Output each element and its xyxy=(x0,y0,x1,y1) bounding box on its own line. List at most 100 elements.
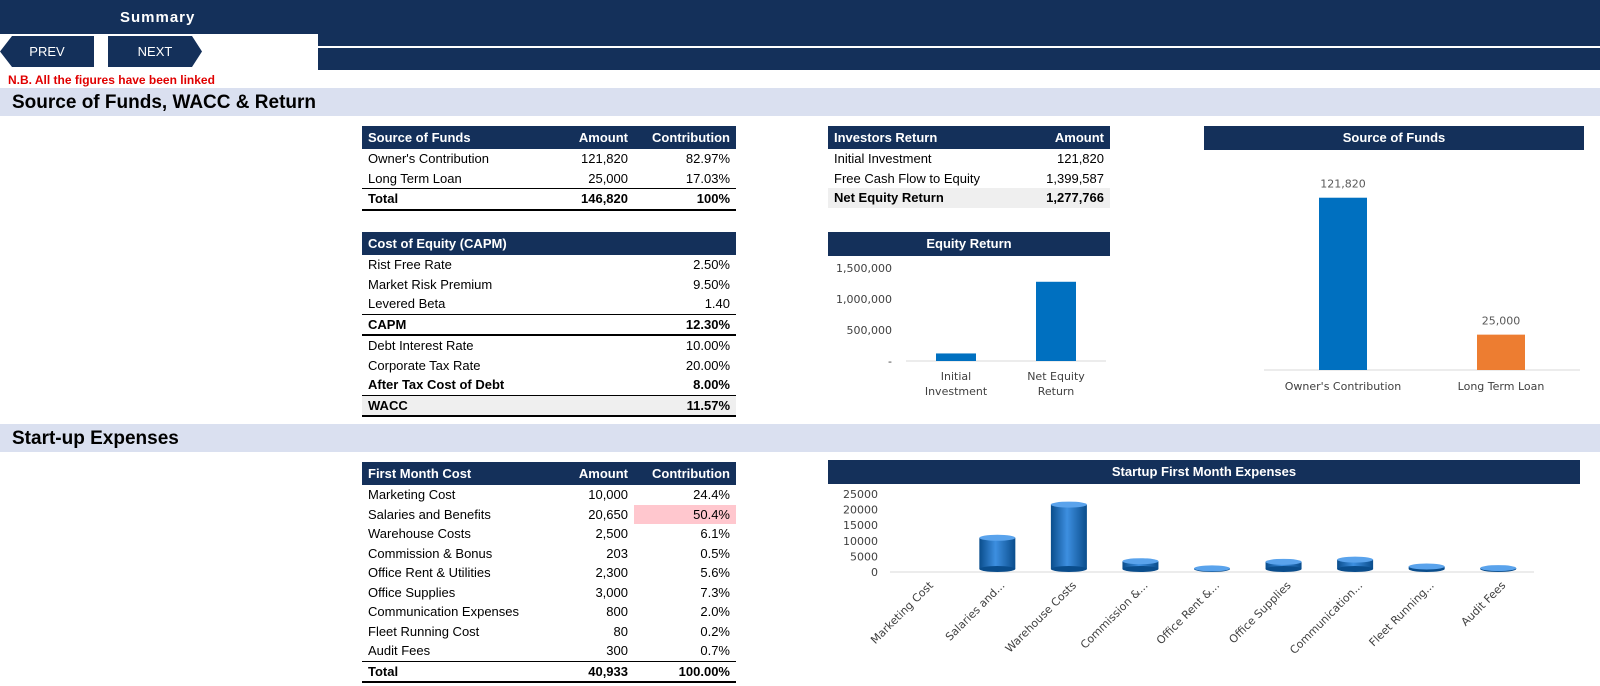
row-label: Fleet Running Cost xyxy=(368,623,480,639)
row-amount: 2,500 xyxy=(595,526,628,542)
x-tick-label: Owner's Contribution xyxy=(1285,380,1401,393)
bar-top xyxy=(1408,563,1445,570)
row-amount: 203 xyxy=(606,545,628,561)
row-contribution: 0.2% xyxy=(700,623,730,639)
bar-base xyxy=(1265,566,1302,572)
row-label: Audit Fees xyxy=(368,643,431,659)
x-tick-label: Fleet Running... xyxy=(1367,579,1437,649)
table-row: Market Risk Premium 9.50% xyxy=(362,275,736,295)
row-amount: 80 xyxy=(613,623,628,639)
y-tick-label: 0 xyxy=(871,566,878,579)
column-header: Contribution xyxy=(634,126,736,149)
investors-return-table: Investors Return Amount Initial Investme… xyxy=(828,126,1110,208)
row-label: Owner's Contribution xyxy=(368,151,489,167)
row-value: 12.30% xyxy=(634,313,736,336)
column-header: Amount xyxy=(560,462,634,485)
row-label: Marketing Cost xyxy=(368,487,456,503)
cost-of-equity-table: Cost of Equity (CAPM) Rist Free Rate 2.5… xyxy=(362,232,736,417)
column-header: Cost of Equity (CAPM) xyxy=(362,232,736,255)
section-header-funds: Source of Funds, WACC & Return xyxy=(0,88,1600,116)
row-amount: 800 xyxy=(606,604,628,620)
prev-button[interactable]: PREV xyxy=(0,36,94,67)
table-row: Initial Investment 121,820 xyxy=(828,149,1110,169)
column-header: First Month Cost xyxy=(362,462,560,485)
row-amount: 2,300 xyxy=(595,565,628,581)
row-amount: 3,000 xyxy=(595,584,628,600)
row-amount: 1,399,587 xyxy=(1046,170,1104,186)
row-label: CAPM xyxy=(362,313,634,336)
equity-return-chart: - 500,000 1,000,000 1,500,000 Initial Investm… xyxy=(836,262,1106,398)
row-amount: 25,000 xyxy=(588,170,628,186)
row-label: Long Term Loan xyxy=(368,170,462,186)
row-contribution: 5.6% xyxy=(700,565,730,581)
first-month-cost-table: First Month Cost Amount Contribution Mar… xyxy=(362,462,736,683)
bar-top xyxy=(979,534,1016,541)
total-amount: 40,933 xyxy=(560,660,634,683)
x-tick-label: Commission &... xyxy=(1078,579,1151,652)
column-header: Source of Funds xyxy=(362,126,560,149)
total-row: Net Equity Return 1,277,766 xyxy=(828,188,1110,208)
next-button[interactable]: NEXT xyxy=(108,36,202,67)
x-tick-label: Initial Investment xyxy=(925,370,988,398)
row-amount: 121,820 xyxy=(1057,151,1104,167)
row-label: Initial Investment xyxy=(834,151,932,167)
bar-base xyxy=(1122,566,1159,572)
total-label: Total xyxy=(362,188,560,211)
capm-row: CAPM 12.30% xyxy=(362,313,736,336)
data-label: 121,820 xyxy=(1320,178,1366,191)
table-row: Rist Free Rate 2.50% xyxy=(362,255,736,275)
row-label: WACC xyxy=(362,394,634,417)
startup-expenses-chart: 0 5000 10000 15000 20000 25000 Marketing Cost S… xyxy=(843,488,1534,657)
table-row: Fleet Running Cost 80 0.2% xyxy=(362,622,736,642)
bar-top xyxy=(1265,558,1302,565)
y-tick-label: 1,500,000 xyxy=(836,262,892,275)
y-tick-label: - xyxy=(888,355,892,368)
row-contribution: 0.5% xyxy=(700,545,730,561)
equity-return-chart-title: Equity Return xyxy=(828,232,1110,256)
startup-expenses-chart-title: Startup First Month Expenses xyxy=(828,460,1580,484)
row-contribution: 17.03% xyxy=(685,170,730,186)
row-label: Corporate Tax Rate xyxy=(368,357,481,373)
bar xyxy=(979,537,1016,569)
bar-base xyxy=(979,566,1016,572)
y-tick-label: 5000 xyxy=(850,550,878,563)
table-row: Debt Interest Rate 10.00% xyxy=(362,335,736,356)
total-label: Net Equity Return xyxy=(828,188,1014,208)
total-amount: 146,820 xyxy=(560,188,634,211)
row-contribution-highlighted: 50.4% xyxy=(634,504,736,524)
bar-top xyxy=(1337,556,1374,563)
row-label: Salaries and Benefits xyxy=(368,506,491,522)
total-amount: 1,277,766 xyxy=(1014,188,1110,208)
x-tick-label: Salaries and... xyxy=(943,579,1008,644)
row-value: 8.00% xyxy=(693,377,730,393)
row-label: Debt Interest Rate xyxy=(368,338,474,354)
source-of-funds-chart-title: Source of Funds xyxy=(1204,126,1584,150)
row-amount: 10,000 xyxy=(588,487,628,503)
table-row: Long Term Loan 25,000 17.03% xyxy=(362,169,736,189)
column-header: Amount xyxy=(1014,126,1110,149)
table-row: Commission & Bonus 203 0.5% xyxy=(362,544,736,564)
bar xyxy=(1050,504,1087,569)
row-amount: 121,820 xyxy=(581,151,628,167)
table-row: Corporate Tax Rate 20.00% xyxy=(362,356,736,376)
total-label: Total xyxy=(362,660,560,683)
column-header: Amount xyxy=(560,126,634,149)
table-row: Office Rent & Utilities 2,300 5.6% xyxy=(362,563,736,583)
table-row: Levered Beta 1.40 xyxy=(362,294,736,314)
column-header: Investors Return xyxy=(828,126,1014,149)
row-contribution: 7.3% xyxy=(700,584,730,600)
x-tick-label: Office Rent &... xyxy=(1154,579,1222,647)
top-header-bar xyxy=(0,0,1600,34)
row-contribution: 2.0% xyxy=(700,604,730,620)
bar xyxy=(1477,334,1525,370)
wacc-row: WACC 11.57% xyxy=(362,394,736,417)
bar xyxy=(1319,197,1367,370)
row-label: Office Rent & Utilities xyxy=(368,565,491,581)
table-row: Free Cash Flow to Equity 1,399,587 xyxy=(828,169,1110,189)
bar xyxy=(1265,561,1302,569)
row-value: 2.50% xyxy=(693,257,730,273)
nav-bar xyxy=(318,34,1600,70)
table-row: Office Supplies 3,000 7.3% xyxy=(362,583,736,603)
bar xyxy=(936,353,976,361)
row-label: Communication Expenses xyxy=(368,604,520,620)
